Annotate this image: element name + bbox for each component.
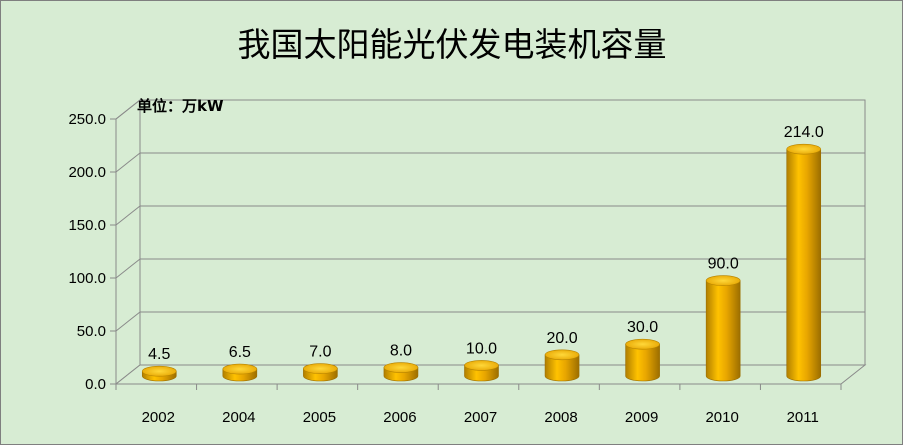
data-label: 8.0 [390,343,412,360]
bar [625,338,660,382]
bar-top [383,362,419,373]
bar-top [222,363,258,375]
y-tick-label: 0.0 [85,376,106,393]
bars [141,143,822,382]
bar [383,362,419,382]
bar [544,349,580,382]
data-label: 6.5 [229,344,251,361]
bar [786,143,822,382]
bar-top [786,143,822,155]
y-tick-label: 150.0 [68,217,106,234]
x-axis-ticks: 2002 2004 2005 2006 2007 2008 2009 2010 2011 [115,384,842,426]
side-wall [115,98,141,386]
bar-body [786,148,822,382]
x-tick-label: 2009 [625,409,658,426]
bar-body [705,280,741,382]
data-label: 30.0 [627,319,658,336]
data-label: 4.5 [148,346,170,363]
x-tick-label: 2011 [787,409,819,426]
data-label: 214.0 [784,124,824,141]
gridline [115,152,865,173]
bar-top [705,275,741,286]
x-tick-label: 2004 [222,409,255,426]
y-tick-label: 200.0 [68,164,106,181]
x-tick-label: 2010 [705,409,738,426]
bar [141,365,177,382]
gridline [115,258,865,279]
y-tick-label: 250.0 [68,111,106,128]
x-tick-label: 2002 [142,409,175,426]
bar-top [464,360,499,371]
gridline [115,205,865,226]
data-label: 10.0 [466,340,497,357]
bar-top [544,349,580,361]
unit-note: 单位：万kW [137,97,224,115]
x-tick-label: 2005 [303,409,336,426]
data-label: 90.0 [708,256,739,273]
bar [705,275,741,382]
data-label: 20.0 [546,330,577,347]
bar-top [141,365,177,377]
x-tick-label: 2008 [544,409,577,426]
bar [303,363,338,382]
bar-top [303,363,338,374]
gridline [115,99,865,120]
y-tick-label: 100.0 [68,270,106,287]
bar-top [625,338,660,350]
bar-body [625,343,660,382]
y-axis-ticks: 0.0 50.0 100.0 150.0 200.0 250.0 [68,111,116,393]
gridline [115,311,865,332]
x-tick-label: 2007 [464,409,497,426]
x-tick-label: 2006 [383,409,416,426]
data-label: 7.0 [309,344,331,361]
bar [222,363,258,382]
y-tick-label: 50.0 [77,323,106,340]
bar-body [544,354,580,382]
bar [464,360,499,382]
back-wall [139,99,866,366]
data-labels: 4.5 6.5 7.0 8.0 10.0 20.0 30.0 90.0 214.0 [148,124,824,363]
plot-walls [114,98,867,386]
gridlines [115,99,865,332]
chart-title: 我国太阳能光伏发电装机容量 [238,25,667,64]
